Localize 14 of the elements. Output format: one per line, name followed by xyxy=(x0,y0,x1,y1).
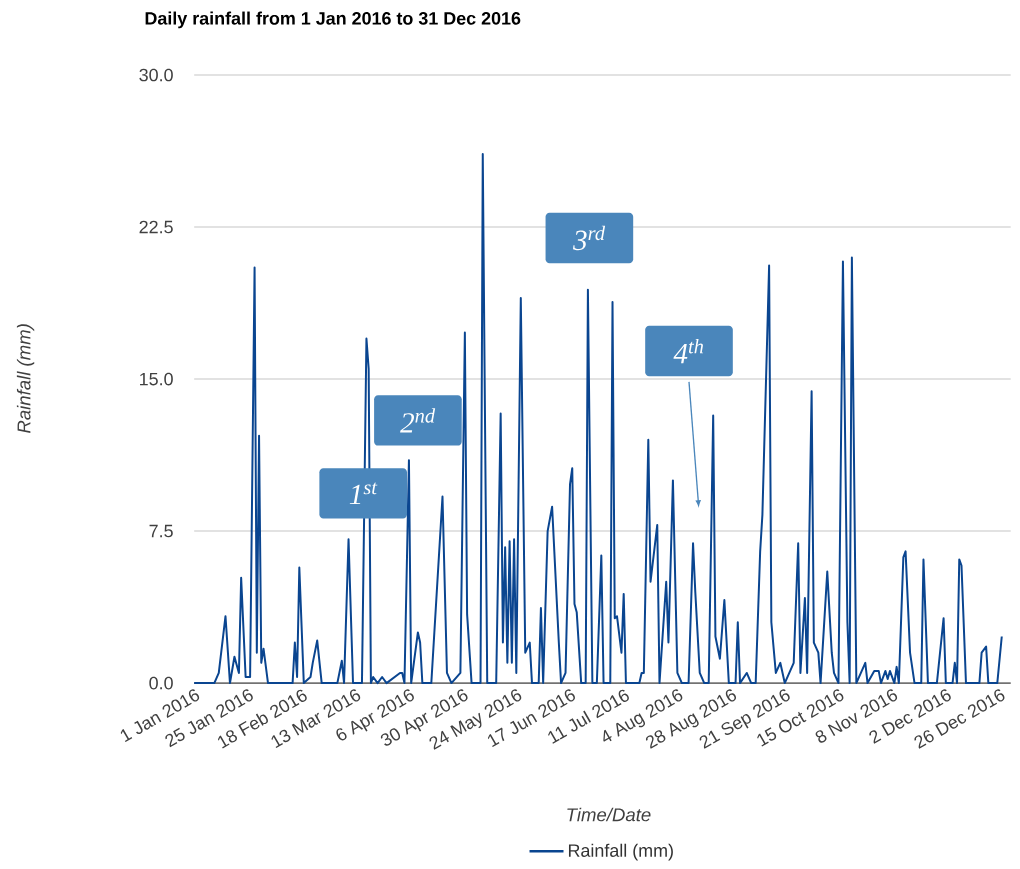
annotation: 1$^{st}$ xyxy=(349,482,378,504)
y-tick-label: 22.5 xyxy=(139,220,173,234)
legend-label: Rainfall (mm) xyxy=(568,843,673,861)
annotation: 3$^{rd}$ xyxy=(572,225,606,251)
x-axis-title: Time/Date xyxy=(567,807,651,822)
annotation: 2$^{nd}$ xyxy=(400,408,436,433)
y-axis-title: Rainfall (mm) xyxy=(16,324,35,433)
chart-title: Daily rainfall from 1 Jan 2016 to 31 Dec 2016 xyxy=(145,11,521,29)
y-tick-label: 15.0 xyxy=(140,372,173,386)
y-tick-label: 30.0 xyxy=(139,68,173,82)
annotation: 4$^{th}$ xyxy=(673,338,704,364)
line-series xyxy=(193,152,1003,684)
y-tick-label: 0.0 xyxy=(149,676,173,690)
y-tick-label: 7.5 xyxy=(149,524,173,538)
